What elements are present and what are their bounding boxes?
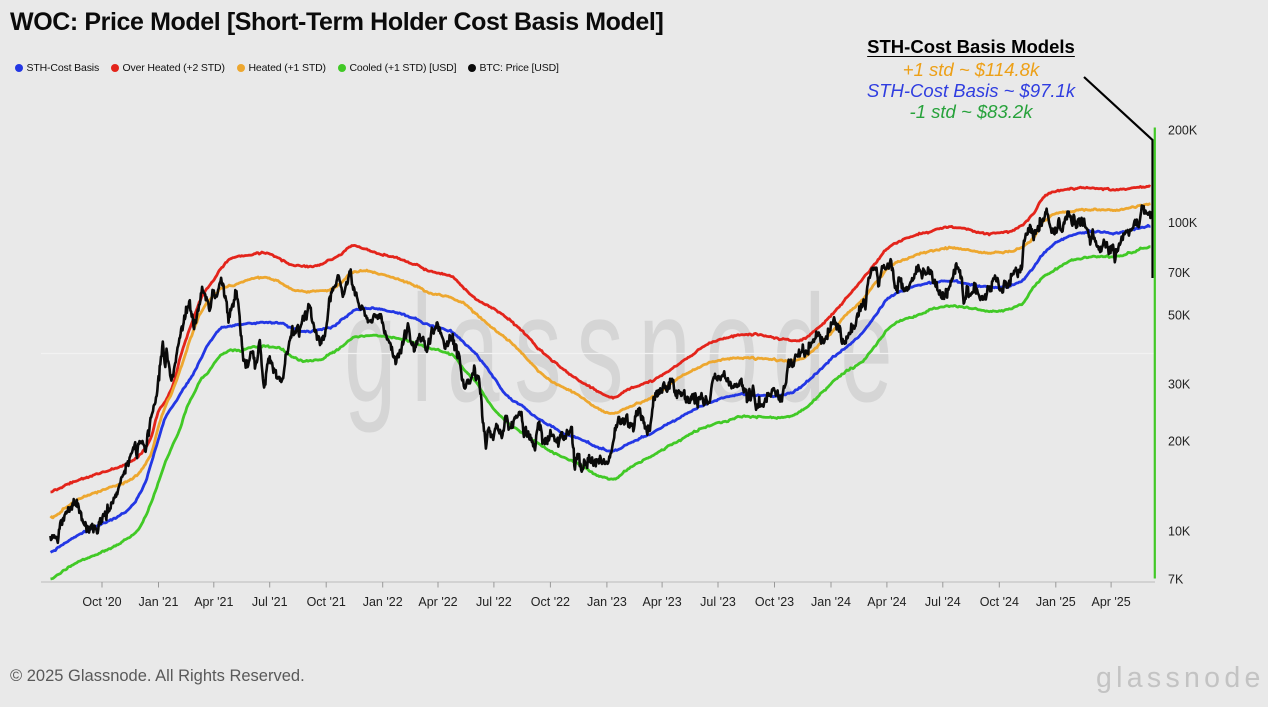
svg-text:Oct '20: Oct '20	[82, 595, 121, 609]
svg-text:Apr '22: Apr '22	[418, 595, 457, 609]
svg-text:Jan '21: Jan '21	[139, 595, 179, 609]
svg-text:Apr '25: Apr '25	[1091, 595, 1130, 609]
svg-text:Jul '23: Jul '23	[700, 595, 736, 609]
svg-text:Apr '21: Apr '21	[194, 595, 233, 609]
svg-text:Jan '23: Jan '23	[587, 595, 627, 609]
svg-text:Jul '22: Jul '22	[476, 595, 512, 609]
svg-text:50K: 50K	[1168, 309, 1191, 323]
svg-text:Oct '21: Oct '21	[307, 595, 346, 609]
svg-text:Oct '23: Oct '23	[755, 595, 794, 609]
svg-text:Jan '24: Jan '24	[811, 595, 851, 609]
svg-text:Jan '22: Jan '22	[363, 595, 403, 609]
svg-text:200K: 200K	[1168, 124, 1198, 138]
svg-text:7K: 7K	[1168, 573, 1184, 587]
svg-text:Oct '24: Oct '24	[980, 595, 1019, 609]
svg-text:Apr '23: Apr '23	[642, 595, 681, 609]
svg-text:10K: 10K	[1168, 525, 1191, 539]
svg-text:100K: 100K	[1168, 216, 1198, 230]
svg-text:20K: 20K	[1168, 435, 1191, 449]
svg-text:70K: 70K	[1168, 266, 1191, 280]
svg-text:30K: 30K	[1168, 378, 1191, 392]
svg-text:Jan '25: Jan '25	[1036, 595, 1076, 609]
svg-text:Apr '24: Apr '24	[867, 595, 906, 609]
svg-text:Jul '21: Jul '21	[252, 595, 288, 609]
svg-text:Oct '22: Oct '22	[531, 595, 570, 609]
svg-text:Jul '24: Jul '24	[925, 595, 961, 609]
